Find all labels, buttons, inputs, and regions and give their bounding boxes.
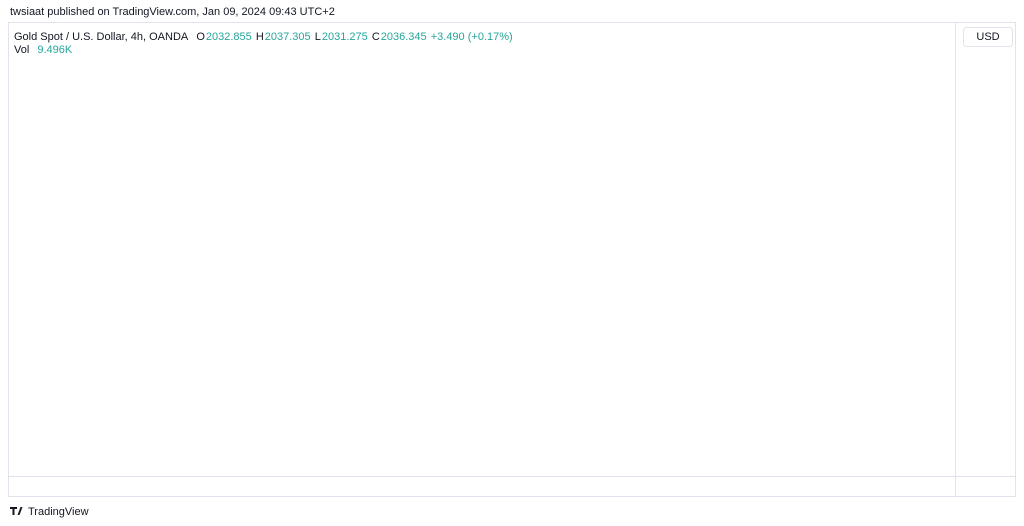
chart-frame: [8, 22, 1016, 497]
currency-label[interactable]: USD: [976, 31, 999, 43]
brand-logo: TradingView: [10, 506, 89, 518]
ohlc-value: 2037.305: [264, 31, 311, 43]
ohlc-value: 2031.275: [321, 31, 368, 43]
symbol-legend: Gold Spot / U.S. Dollar, 4h, OANDA O2032…: [14, 31, 514, 43]
currency-button[interactable]: [963, 27, 1013, 47]
change-value: +3.490 (+0.17%): [430, 31, 513, 43]
ohlc-letter: O: [196, 31, 205, 43]
volume-value: 9.496K: [37, 44, 73, 56]
ohlc-letter: C: [371, 31, 380, 43]
symbol-name: Gold Spot / U.S. Dollar, 4h, OANDA: [14, 31, 189, 43]
ohlc-value: 2036.345: [380, 31, 427, 43]
published-line: twsiaat published on TradingView.com, Ja…: [10, 6, 335, 18]
brand-text: TradingView: [28, 506, 89, 518]
volume-label: Vol: [14, 44, 30, 56]
volume-legend: Vol 9.496K: [14, 44, 73, 56]
ohlc-letter: L: [314, 31, 321, 43]
ohlc-letter: H: [255, 31, 264, 43]
ohlc-value: 2032.855: [205, 31, 252, 43]
